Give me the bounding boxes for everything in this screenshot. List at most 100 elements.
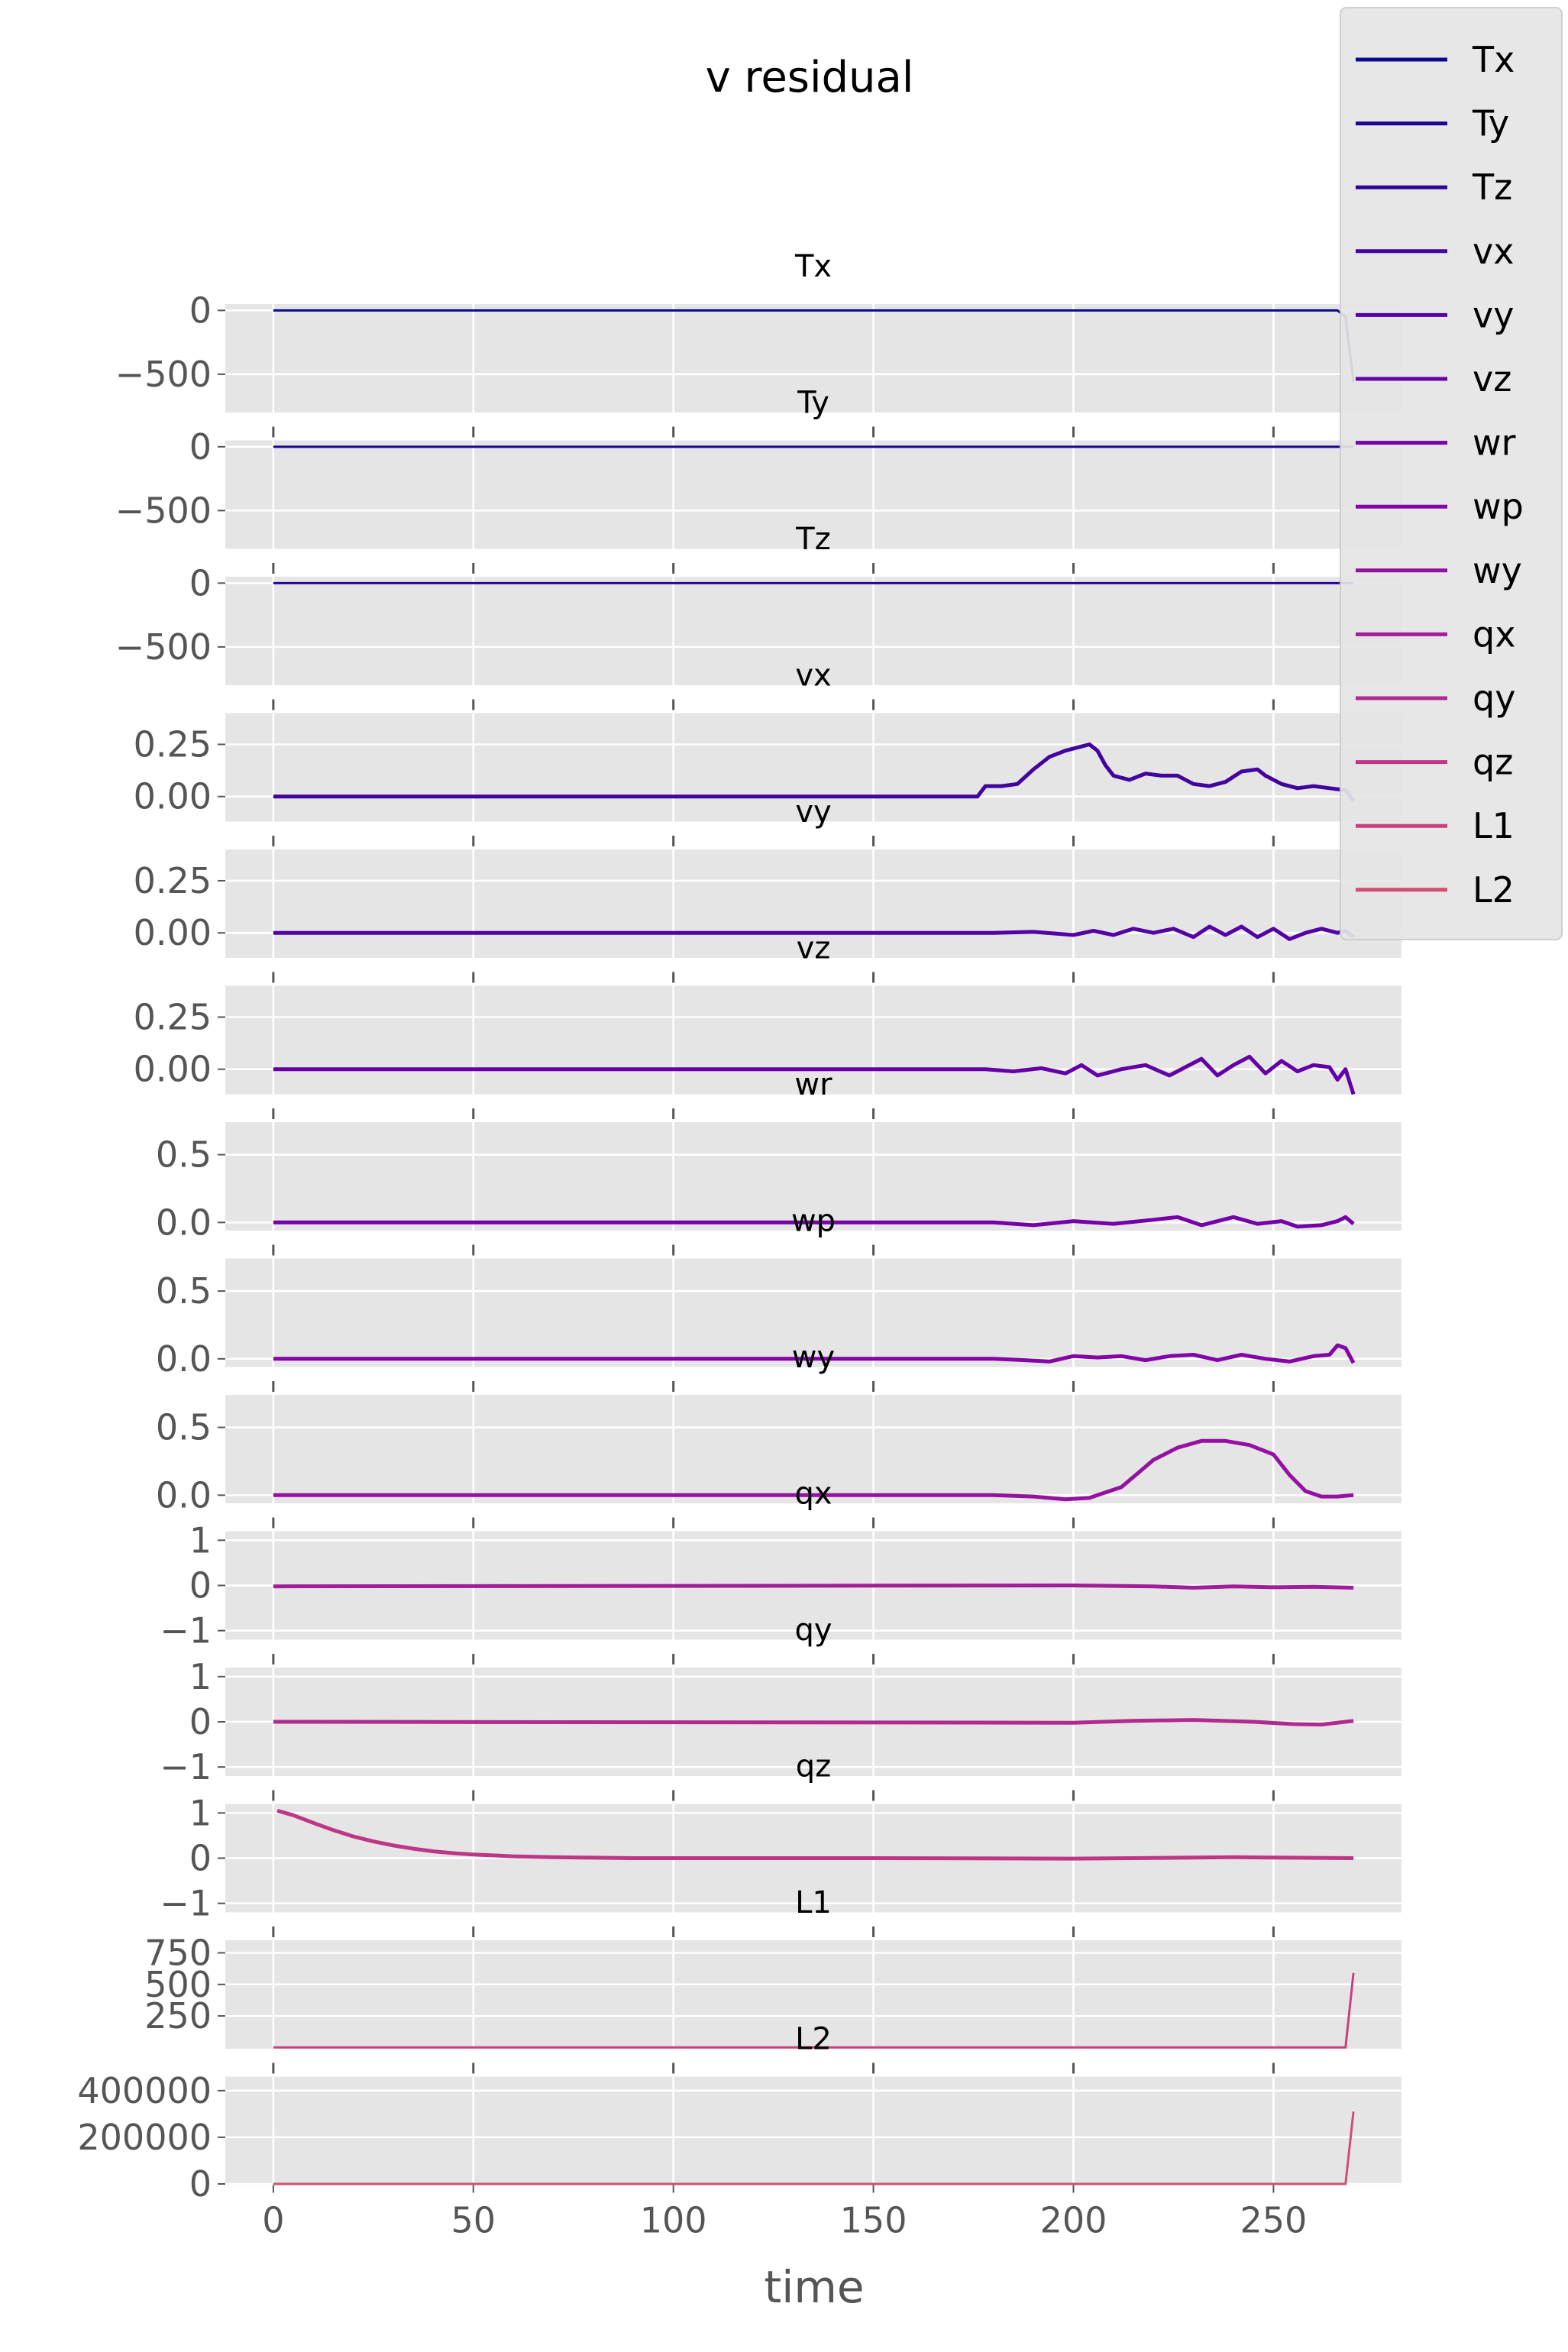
y-tick-label: 0 xyxy=(189,562,212,603)
y-tick-label: −500 xyxy=(115,354,212,395)
chart-title: v residual xyxy=(706,53,914,102)
series-line-wy xyxy=(273,1438,1354,1502)
legend-entry-vx: vx xyxy=(1473,231,1514,272)
series-line-vz xyxy=(273,1054,1356,1095)
legend-entry-Tx: Tx xyxy=(1472,39,1515,80)
legend-entry-Ty: Ty xyxy=(1472,103,1509,144)
x-tick-label: 150 xyxy=(840,2200,907,2241)
subplot-wy: 0.5 0.0 wy xyxy=(156,1340,1402,1516)
plot-area-wr xyxy=(225,1122,1402,1231)
subplot-title-L2: L2 xyxy=(795,2022,832,2057)
subplot-title-qz: qz xyxy=(796,1749,831,1784)
subplot-title-vx: vx xyxy=(795,658,831,694)
subplot-vz: 0.25 0.00 vz xyxy=(134,931,1402,1095)
y-tick-label: 0 xyxy=(189,1701,212,1742)
x-axis: 0 50 100 150 200 250 xyxy=(262,2185,1307,2241)
series-line-wr xyxy=(273,1215,1355,1229)
series-line-qz xyxy=(276,1808,1354,1861)
y-tick-label: 0.25 xyxy=(134,996,212,1037)
y-tick-label: −1 xyxy=(160,1746,212,1787)
subplot-wp: 0.5 0.0 wp xyxy=(156,1204,1402,1380)
subplot-title-wp: wp xyxy=(791,1204,836,1239)
y-tick-label: 0 xyxy=(189,290,212,331)
legend-entry-L1: L1 xyxy=(1473,805,1515,846)
legend-entry-wr: wr xyxy=(1473,422,1516,464)
y-tick-label: −1 xyxy=(160,1883,212,1924)
subplot-vx: 0.25 0.00 vx xyxy=(134,658,1402,822)
y-tick-label: 0.0 xyxy=(156,1338,212,1380)
y-tick-label: 0.25 xyxy=(134,860,212,901)
y-tick-label: −500 xyxy=(115,626,212,668)
y-tick-label: 1 xyxy=(189,1656,212,1697)
subplot-title-wr: wr xyxy=(794,1067,832,1102)
y-tick-label: 0.5 xyxy=(156,1134,212,1176)
subplot-qz: 10−1qz xyxy=(160,1749,1402,1924)
series-line-vx xyxy=(273,742,1356,802)
plot-area-Tz xyxy=(225,577,1402,685)
subplot-title-Ty: Ty xyxy=(797,386,829,421)
plot-area-vx xyxy=(225,713,1402,822)
y-tick-label: 0.0 xyxy=(156,1202,212,1243)
legend-entry-qy: qy xyxy=(1473,678,1515,719)
subplot-title-vz: vz xyxy=(797,931,831,966)
series-line-L2 xyxy=(273,2111,1355,2185)
subplot-title-qx: qx xyxy=(794,1477,832,1512)
y-tick-label: −1 xyxy=(160,1610,212,1652)
plot-area-Ty xyxy=(225,440,1402,549)
y-tick-label: 500 xyxy=(144,1964,212,2005)
y-tick-label: 1 xyxy=(189,1519,212,1561)
subplot-qx: 10−1 qx xyxy=(160,1477,1402,1652)
subplots: 0−500Tx0−500Ty0−500Tz0.250.00vx0.250.00v… xyxy=(77,249,1402,2205)
y-tick-label: 400000 xyxy=(77,2070,212,2111)
subplot-title-qy: qy xyxy=(794,1613,832,1648)
x-tick-label: 200 xyxy=(1040,2200,1107,2241)
y-tick-label: 0.25 xyxy=(134,723,212,765)
y-tick-label: 0 xyxy=(189,1838,212,1879)
x-tick-label: 250 xyxy=(1240,2200,1307,2241)
y-tick-label: 250 xyxy=(144,1995,212,2037)
subplot-title-vy: vy xyxy=(795,794,831,830)
legend: Tx Ty Tz vx vy vz wr wp wy qx qy qz L1 L2 xyxy=(1340,7,1563,940)
y-tick-label: 750 xyxy=(144,1933,212,1974)
legend-box xyxy=(1340,7,1563,940)
x-tick-label: 50 xyxy=(451,2200,496,2241)
y-tick-label: −500 xyxy=(115,490,212,531)
plot-area-L1 xyxy=(225,1940,1402,2049)
y-tick-label: 0.0 xyxy=(156,1474,212,1516)
x-tick-label: 0 xyxy=(262,2200,284,2241)
plot-area-vy xyxy=(225,849,1402,958)
subplot-title-wy: wy xyxy=(792,1340,835,1375)
y-tick-label: 200000 xyxy=(77,2117,212,2158)
plot-area-wy xyxy=(225,1395,1402,1503)
subplot-Tx: 0 −500 Tx xyxy=(115,249,1402,412)
x-tick-label: 100 xyxy=(640,2200,707,2241)
series-line-qy xyxy=(273,1718,1354,1727)
y-tick-label: 0.00 xyxy=(134,912,212,953)
series-line-L1 xyxy=(273,1972,1355,2049)
legend-entry-qz: qz xyxy=(1473,742,1513,783)
series-line-vy xyxy=(273,924,1355,941)
subplot-title-Tx: Tx xyxy=(794,249,832,284)
series-line-wp xyxy=(273,1343,1356,1364)
subplot-title-L1: L1 xyxy=(795,1885,832,1920)
plot-area-vz xyxy=(225,985,1402,1095)
subplot-wr: 0.5 0.0 wr xyxy=(156,1067,1402,1243)
subplot-Tz: 0 −500 Tz xyxy=(115,522,1402,685)
y-tick-label: 0.5 xyxy=(156,1270,212,1312)
legend-entry-vy: vy xyxy=(1473,294,1514,335)
y-tick-label: 0 xyxy=(189,426,212,467)
plot-area-L2 xyxy=(225,2076,1402,2185)
y-tick-label: 0.00 xyxy=(134,776,212,817)
legend-entry-vz: vz xyxy=(1473,358,1511,400)
legend-entry-L2: L2 xyxy=(1473,869,1515,911)
y-tick-label: 0 xyxy=(189,2163,212,2205)
plot-area-wp xyxy=(225,1258,1402,1367)
subplot-Ty: 0 −500 Ty xyxy=(115,386,1402,549)
y-tick-label: 0.00 xyxy=(134,1049,212,1090)
x-axis-label: time xyxy=(764,2261,864,2313)
legend-entry-Tz: Tz xyxy=(1472,167,1512,208)
plot-area-Tx xyxy=(225,304,1402,412)
y-tick-label: 0 xyxy=(189,1565,212,1606)
legend-entry-qx: qx xyxy=(1473,613,1515,655)
